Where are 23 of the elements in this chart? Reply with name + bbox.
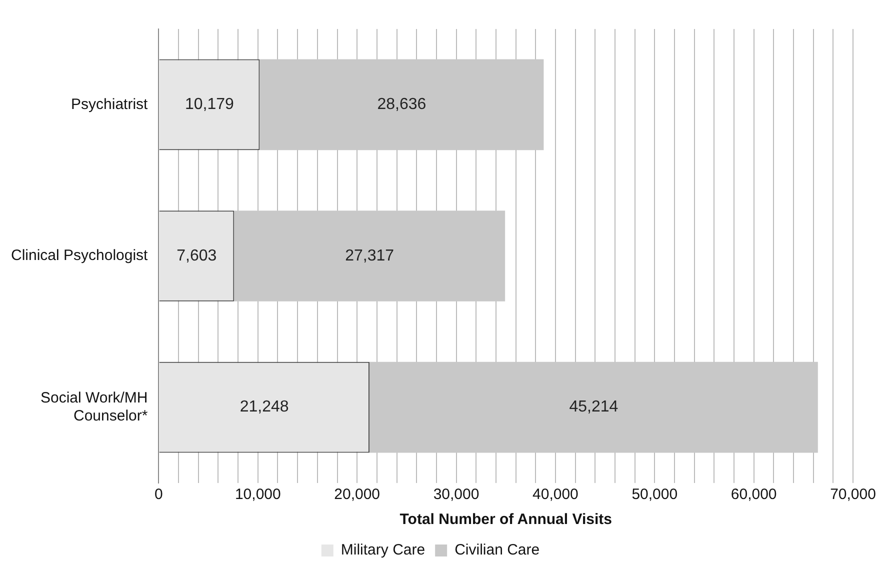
- data-label: 10,179: [184, 96, 234, 114]
- y-tick-label: Psychiatrist: [71, 96, 149, 113]
- x-tick-label: 10,000: [234, 486, 281, 504]
- x-tick-label: 0: [154, 486, 163, 504]
- x-tick-label: 20,000: [334, 486, 380, 504]
- data-label: 21,248: [240, 398, 289, 416]
- x-axis-title: Total Number of Annual Visits: [400, 511, 612, 528]
- x-tick-label: 30,000: [433, 486, 480, 504]
- x-tick-label: 40,000: [532, 486, 578, 504]
- legend-label: Military Care: [340, 542, 426, 559]
- legend-label: Civilian Care: [454, 542, 540, 559]
- data-label: 27,317: [345, 247, 394, 264]
- bar: [260, 59, 544, 150]
- data-label: 7,603: [176, 247, 217, 264]
- y-tick-label: Clinical Psychologist: [10, 247, 149, 264]
- bar: [234, 210, 506, 302]
- x-tick-label: 50,000: [632, 486, 678, 504]
- bar: [369, 362, 818, 453]
- y-tick-label: Social Work/MH Counselor*: [40, 389, 148, 424]
- data-label: 28,636: [377, 96, 426, 114]
- x-tick-label: 70,000: [830, 486, 876, 504]
- x-tick-label: 60,000: [730, 486, 777, 504]
- data-label: 45,214: [569, 398, 618, 416]
